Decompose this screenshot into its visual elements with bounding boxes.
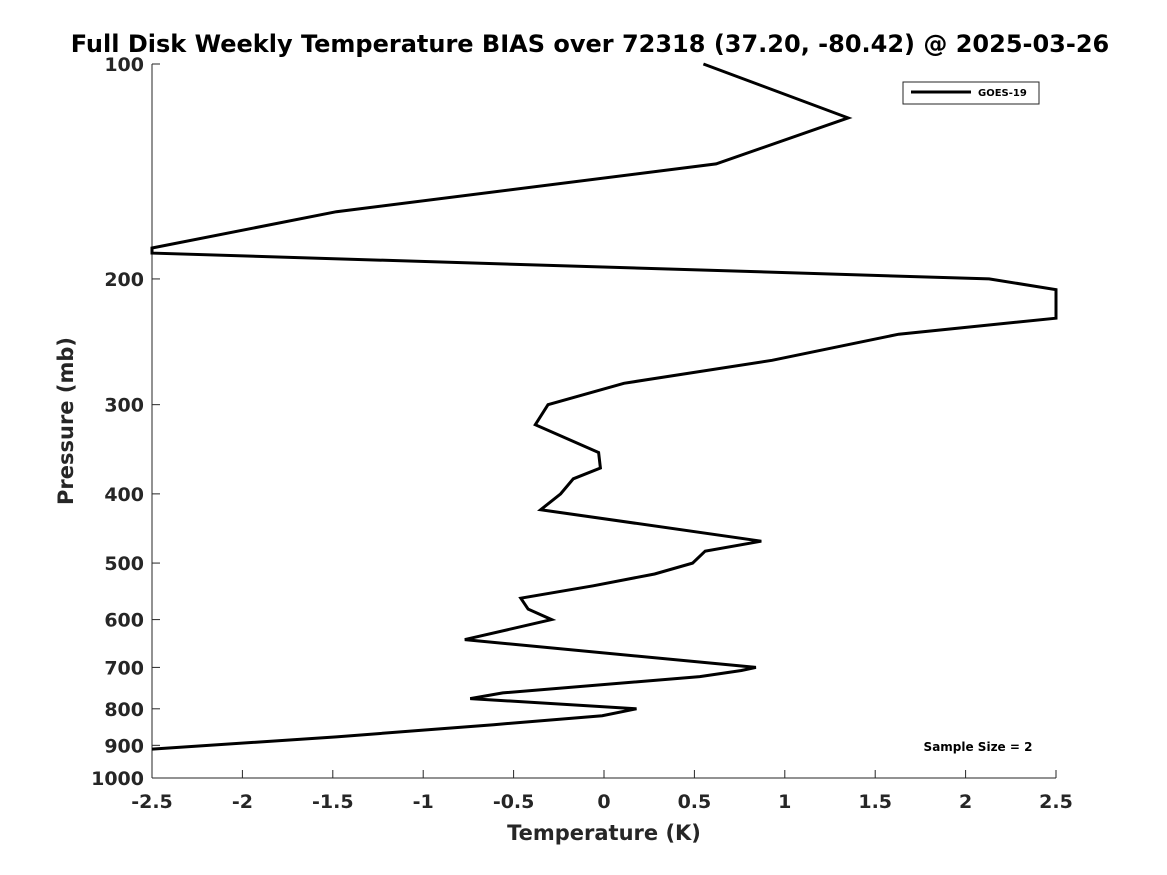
y-tick-label: 900 xyxy=(104,735,144,757)
y-ticks: 100 200 300 400 500 600 700 800 900 1000 xyxy=(91,54,160,790)
y-tick-label: 200 xyxy=(104,269,144,291)
x-tick-label: -0.5 xyxy=(493,791,535,813)
x-tick-label: 0.5 xyxy=(678,791,712,813)
x-tick-label: 1 xyxy=(778,791,791,813)
y-tick-label: 1000 xyxy=(91,768,144,790)
x-tick-label: -1 xyxy=(413,791,434,813)
x-tick-label: 2 xyxy=(959,791,972,813)
x-tick-label: -2.5 xyxy=(131,791,173,813)
y-tick-label: 400 xyxy=(104,484,144,506)
y-tick-label: 600 xyxy=(104,610,144,632)
x-tick-label: 0 xyxy=(597,791,610,813)
y-axis-label: Pressure (mb) xyxy=(54,337,78,505)
y-tick-label: 700 xyxy=(104,657,144,679)
series-line-goes-19 xyxy=(150,62,1058,751)
x-tick-label: 1.5 xyxy=(858,791,892,813)
plot-area xyxy=(151,64,1056,779)
x-tick-label: -1.5 xyxy=(312,791,354,813)
chart-title: Full Disk Weekly Temperature BIAS over 7… xyxy=(71,30,1110,58)
y-tick-label: 300 xyxy=(104,395,144,417)
legend-label-goes-19: GOES-19 xyxy=(978,88,1027,99)
legend: GOES-19 xyxy=(902,81,1040,105)
sample-size-annotation: Sample Size = 2 xyxy=(924,740,1033,754)
y-tick-label: 500 xyxy=(104,553,144,575)
x-tick-label: 2.5 xyxy=(1039,791,1073,813)
series-layer xyxy=(150,62,1058,751)
x-tick-label: -2 xyxy=(232,791,253,813)
x-axis-label: Temperature (K) xyxy=(507,821,701,845)
x-ticks: -2.5 -2 -1.5 -1 -0.5 0 0.5 1 1.5 2 2.5 xyxy=(131,770,1073,813)
y-tick-label: 100 xyxy=(104,54,144,76)
y-tick-label: 800 xyxy=(104,699,144,721)
